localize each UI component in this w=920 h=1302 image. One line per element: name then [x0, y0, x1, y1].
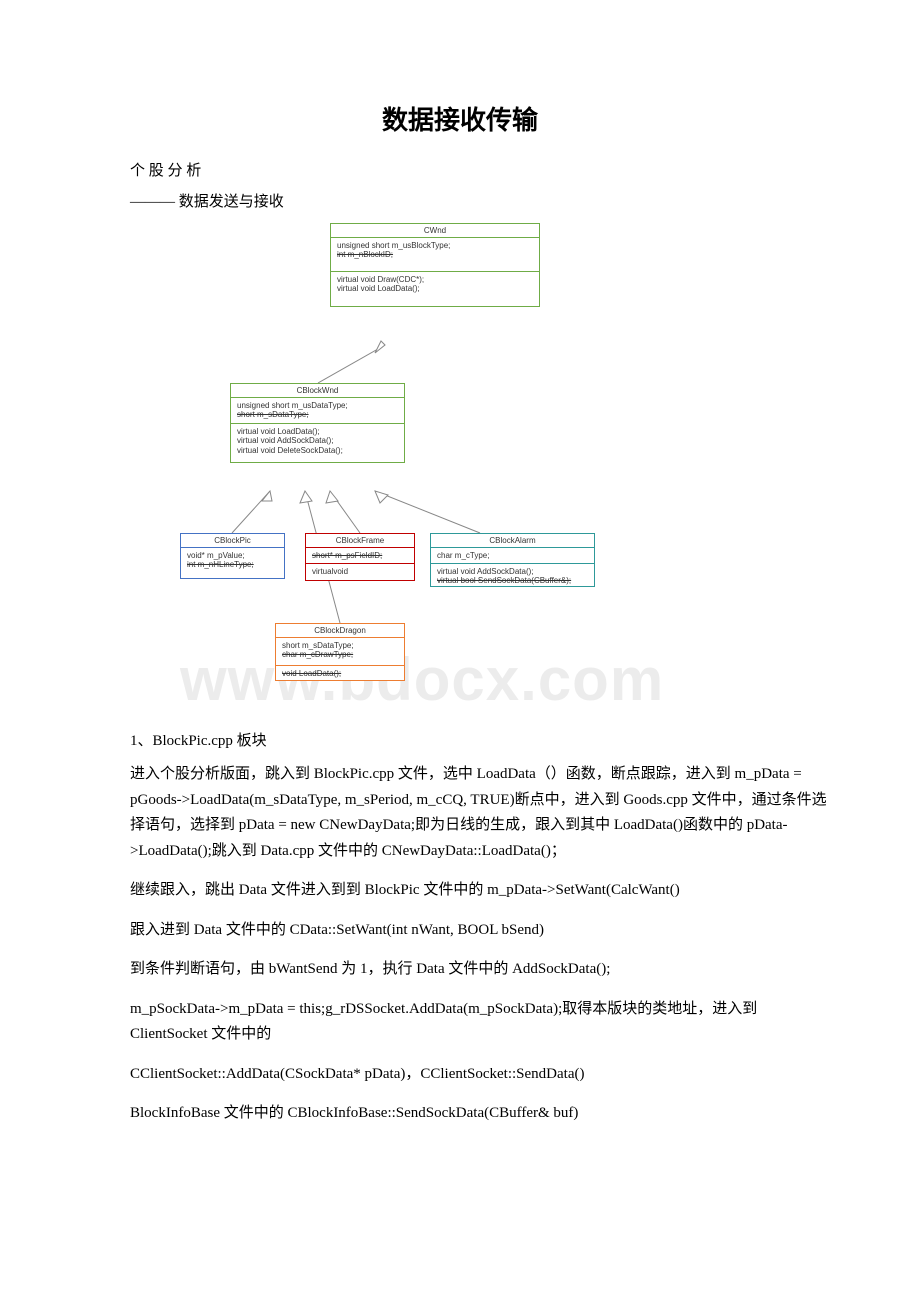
uml-class-name: CBlockAlarm — [431, 534, 594, 548]
uml-method: virtual void AddSockData(); — [437, 567, 588, 576]
subtitle-2: ——— 数据发送与接收 — [130, 190, 830, 211]
uml-method: void LoadData(); — [282, 669, 398, 678]
uml-method: virtual void AddSockData(); — [237, 436, 398, 445]
uml-attr: unsigned short m_usBlockType; — [337, 241, 533, 250]
uml-class-name: CBlockDragon — [276, 624, 404, 638]
uml-method: virtual bool SendSockData(CBuffer&); — [437, 576, 588, 585]
uml-method: virtualvoid — [312, 567, 408, 576]
uml-class-cblockdragon: CBlockDragon short m_sDataType; char m_c… — [275, 623, 405, 681]
uml-attr: short* m_psFieldID; — [312, 551, 408, 560]
page-title: 数据接收传输 — [90, 100, 830, 137]
body-paragraph: 进入个股分析版面，跳入到 BlockPic.cpp 文件，选中 LoadData… — [130, 762, 830, 864]
uml-class-cblockpic: CBlockPic void* m_pValue; int m_nHLineTy… — [180, 533, 285, 579]
uml-class-cblockframe: CBlockFrame short* m_psFieldID; virtualv… — [305, 533, 415, 581]
uml-class-name: CBlockFrame — [306, 534, 414, 548]
body-paragraph: CClientSocket::AddData(CSockData* pData)… — [130, 1062, 830, 1088]
uml-class-cblockalarm: CBlockAlarm char m_cType; virtual void A… — [430, 533, 595, 587]
uml-attr: void* m_pValue; — [187, 551, 278, 560]
uml-method: virtual void Draw(CDC*); — [337, 275, 533, 284]
uml-method: virtual void LoadData(); — [237, 427, 398, 436]
page-content: 数据接收传输 个 股 分 析 ——— 数据发送与接收 CWnd unsigned… — [90, 100, 830, 1127]
subtitle-1: 个 股 分 析 — [130, 159, 830, 180]
uml-class-name: CBlockWnd — [231, 384, 404, 398]
body-paragraph: 继续跟入，跳出 Data 文件进入到到 BlockPic 文件中的 m_pDat… — [130, 878, 830, 904]
uml-attr: int m_nHLineType; — [187, 560, 278, 569]
uml-attr: short m_sDataType; — [282, 641, 398, 650]
uml-class-cblockwnd: CBlockWnd unsigned short m_usDataType; s… — [230, 383, 405, 463]
body-paragraph: 到条件判断语句，由 bWantSend 为 1，执行 Data 文件中的 Add… — [130, 957, 830, 983]
uml-class-name: CBlockPic — [181, 534, 284, 548]
uml-attr: char m_cType; — [437, 551, 588, 560]
body-paragraph: 跟入进到 Data 文件中的 CData::SetWant(int nWant,… — [130, 918, 830, 944]
uml-attr: short m_sDataType; — [237, 410, 398, 419]
uml-class-cwnd: CWnd unsigned short m_usBlockType; int m… — [330, 223, 540, 307]
body-paragraph: m_pSockData->m_pData = this;g_rDSSocket.… — [130, 997, 830, 1048]
uml-attr: char m_cDrawType; — [282, 650, 398, 659]
uml-method: virtual void DeleteSockData(); — [237, 446, 398, 455]
uml-method: virtual void LoadData(); — [337, 284, 533, 293]
uml-diagram: CWnd unsigned short m_usBlockType; int m… — [150, 223, 710, 723]
section-heading: 1、BlockPic.cpp 板块 — [130, 729, 830, 750]
uml-attr: unsigned short m_usDataType; — [237, 401, 398, 410]
uml-attr: int m_nBlockID; — [337, 250, 533, 259]
uml-class-name: CWnd — [331, 224, 539, 238]
body-paragraph: BlockInfoBase 文件中的 CBlockInfoBase::SendS… — [130, 1101, 830, 1127]
